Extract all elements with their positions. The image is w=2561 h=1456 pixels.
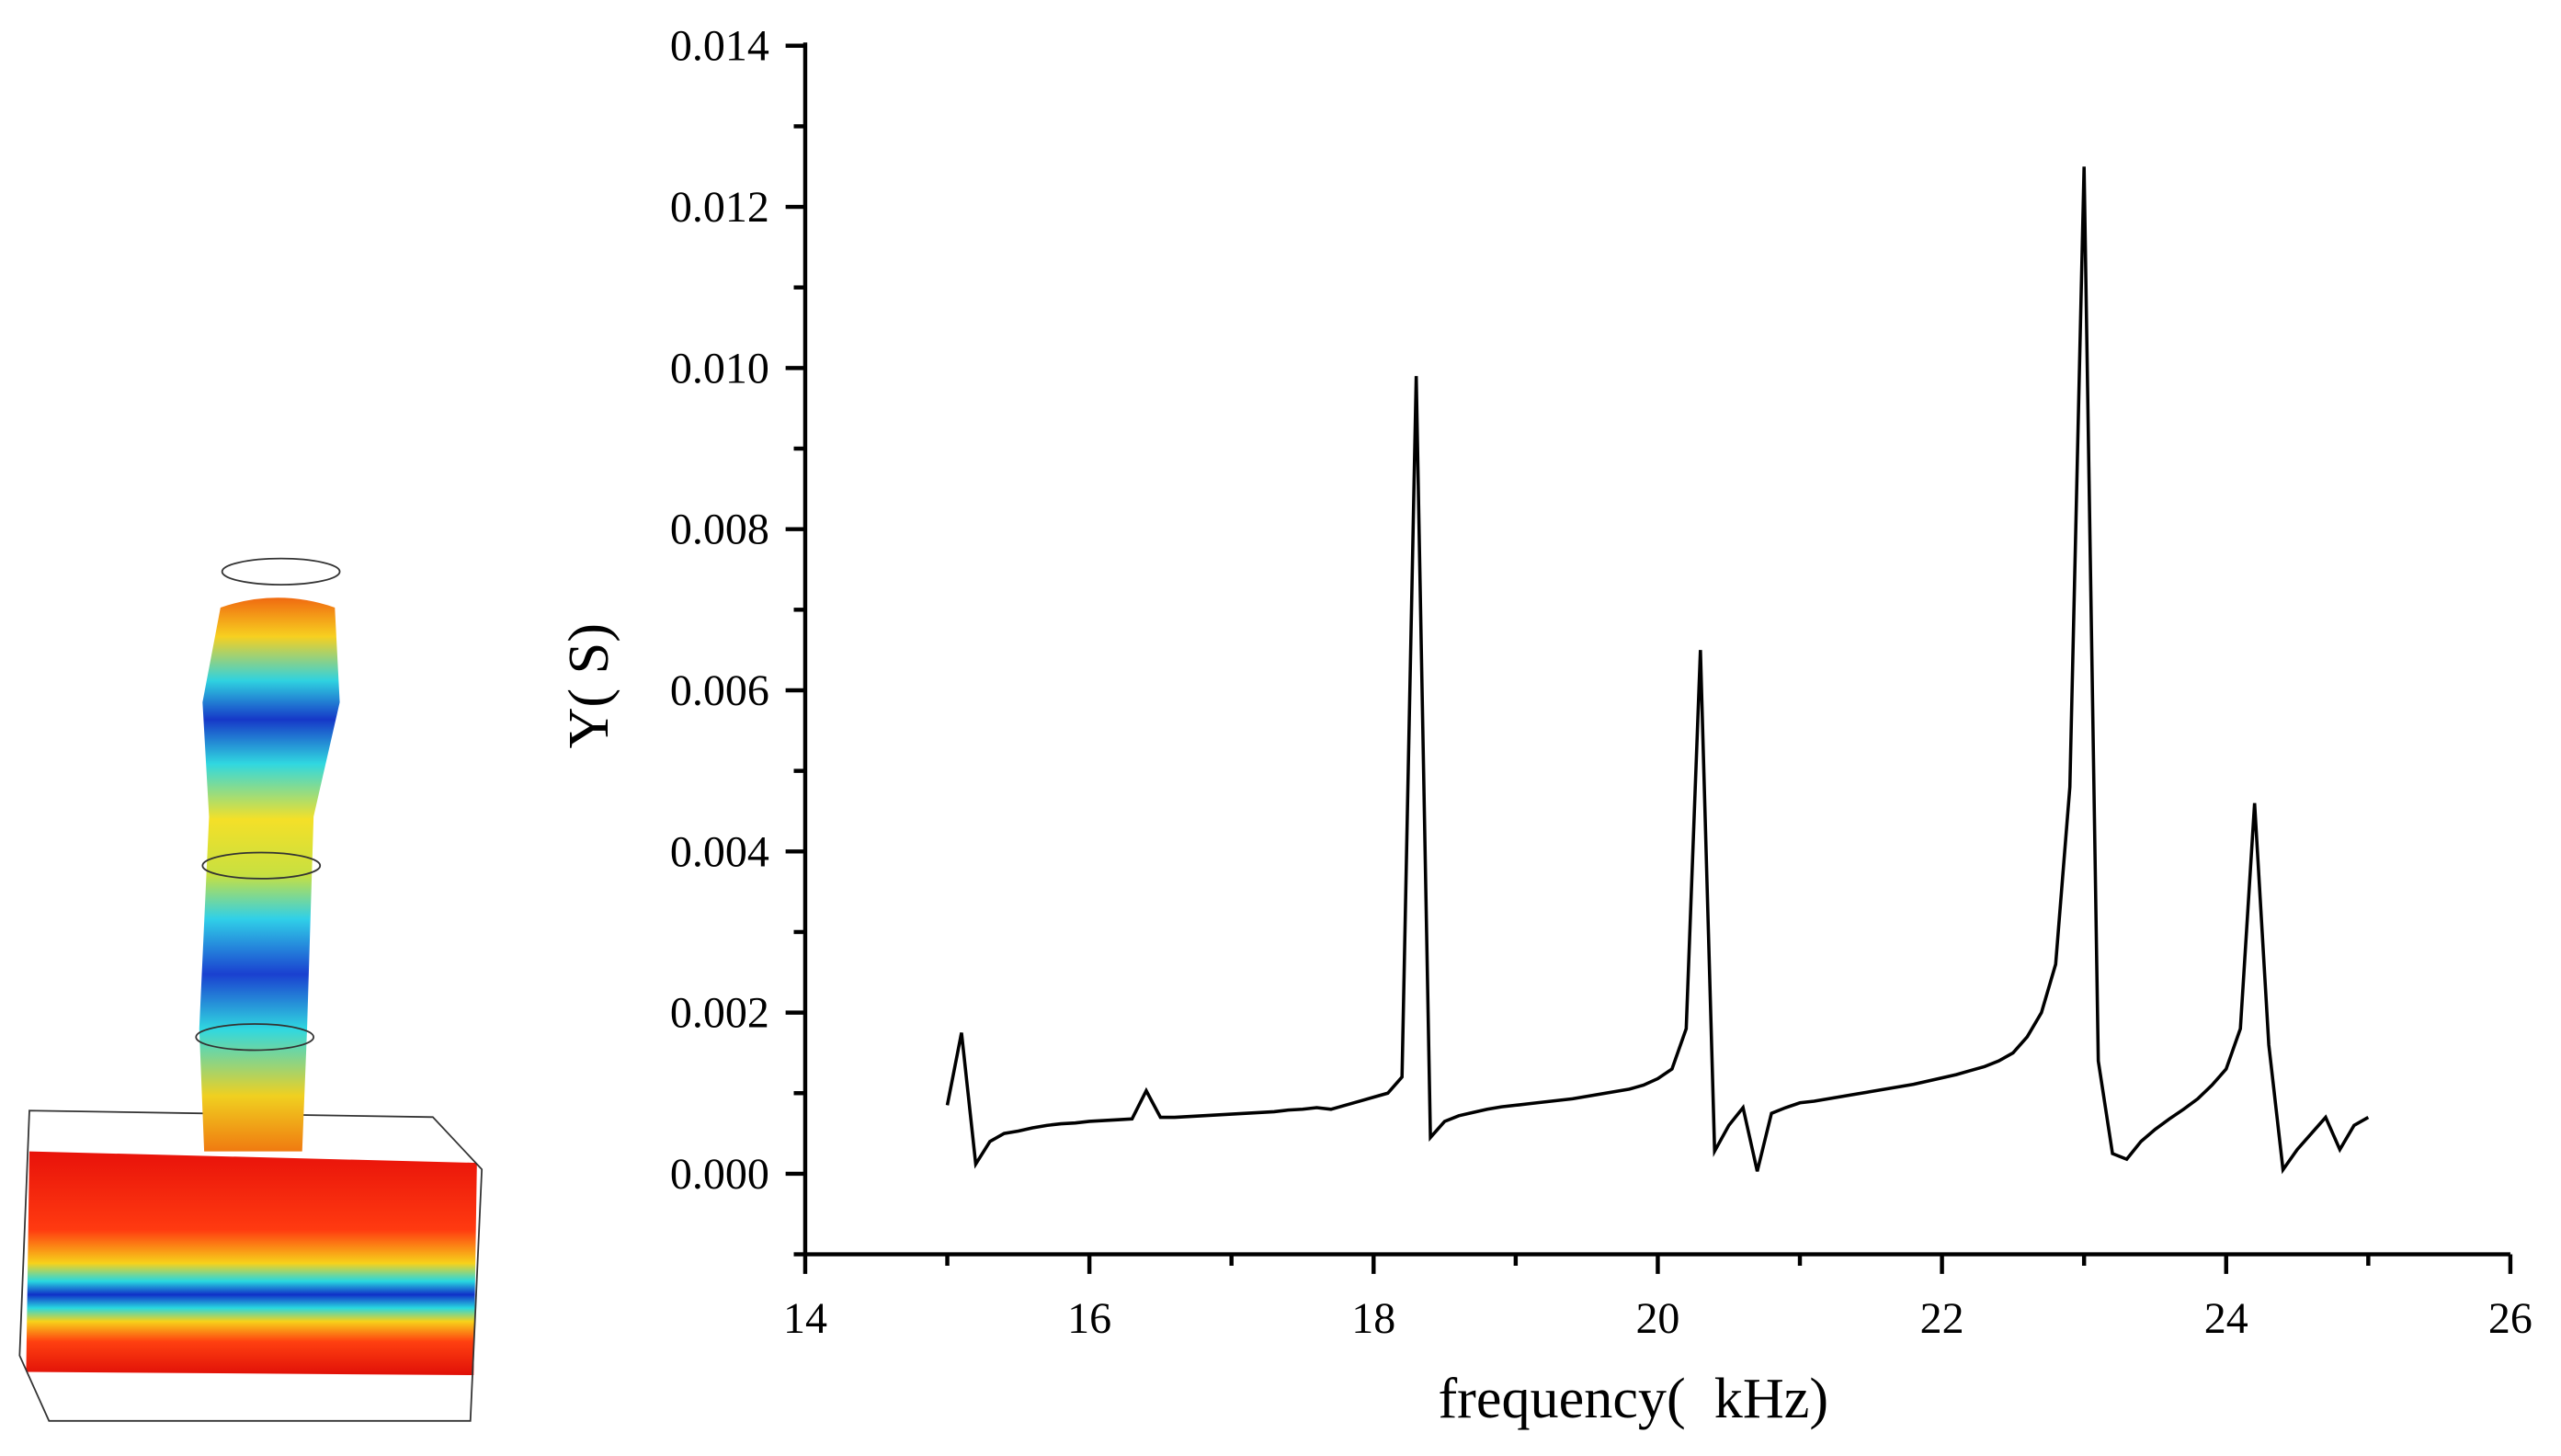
x-tick-label: 14	[783, 1294, 827, 1343]
model-illustration	[18, 557, 484, 1422]
y-tick-label: 0.014	[670, 22, 769, 71]
data-line	[945, 166, 2370, 1175]
rod-frame	[201, 851, 322, 880]
y-tick-label: 0.010	[670, 344, 769, 392]
chart: frequency( kHz) Y( S) 0.000 0.002 0.004 0.0…	[558, 22, 2533, 1431]
rod-frame	[221, 557, 341, 586]
x-tick-label: 24	[2204, 1294, 2248, 1343]
y-tick-label: 0.004	[670, 827, 769, 876]
x-tick-label: 18	[1351, 1294, 1395, 1343]
base-frame	[18, 1109, 484, 1422]
x-tick-label: 16	[1067, 1294, 1111, 1343]
rod-frame	[195, 1023, 315, 1052]
x-axis-label: frequency( kHz)	[1438, 1368, 1828, 1430]
y-axis-label: Y( S)	[558, 623, 620, 748]
x-tick-label: 22	[1920, 1294, 1964, 1343]
y-tick-label: 0.008	[670, 506, 769, 554]
rod	[199, 597, 340, 1152]
x-tick-label: 26	[2488, 1294, 2533, 1343]
y-tick-label: 0.012	[670, 183, 769, 232]
base-block	[26, 1151, 477, 1376]
y-tick-label: 0.006	[670, 666, 769, 715]
y-tick-label: 0.000	[670, 1150, 769, 1199]
x-tick-label: 20	[1635, 1294, 1679, 1343]
y-tick-label: 0.002	[670, 989, 769, 1038]
